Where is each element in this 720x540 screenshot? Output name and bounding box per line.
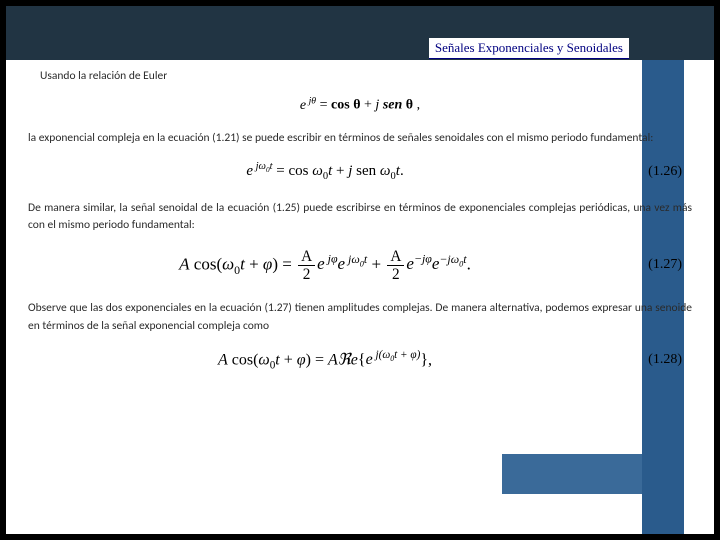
equation-1-27-row: A cos(ω0t + φ) = A2e jφe jω0t + A2e−jφe−… (28, 249, 692, 283)
equation-euler: e jθ = cos θ + j sen θ , (28, 95, 692, 114)
p1-text: Usando la relación de Euler (40, 69, 167, 83)
frac-num: A (298, 249, 315, 266)
equation-1-26-row: e jω0t = cos ω0t + j sen ω0t. (1.26) (28, 161, 692, 182)
paragraph-3: De manera similar, la señal senoidal de … (28, 200, 692, 235)
equation-1-26: e jω0t = cos ω0t + j sen ω0t. (28, 161, 622, 182)
equation-1-28: A cos(ω0t + φ) = Aℜe{e j(ω0t + φ)}, (28, 349, 622, 372)
frac-den: 2 (387, 266, 404, 282)
equation-1-28-row: A cos(ω0t + φ) = Aℜe{e j(ω0t + φ)}, (1.2… (28, 349, 692, 372)
bullet-icon (28, 72, 36, 80)
bottom-accent-block (502, 454, 642, 494)
paragraph-2: la exponencial compleja en la ecuación (… (28, 130, 692, 147)
slide: Señales Exponenciales y Senoidales Usand… (6, 6, 714, 534)
equation-1-27: A cos(ω0t + φ) = A2e jφe jω0t + A2e−jφe−… (28, 249, 622, 283)
slide-title: Señales Exponenciales y Senoidales (429, 38, 629, 59)
equation-1-27-number: (1.27) (622, 257, 692, 273)
equation-1-26-number: (1.26) (622, 164, 692, 180)
frac-den: 2 (298, 266, 315, 282)
equation-1-28-number: (1.28) (622, 352, 692, 368)
frac-num: A (387, 249, 404, 266)
paragraph-4: Observe que las dos exponenciales en la … (28, 300, 692, 335)
paragraph-1: Usando la relación de Euler (28, 68, 692, 85)
content-area: Usando la relación de Euler e jθ = cos θ… (28, 68, 692, 389)
